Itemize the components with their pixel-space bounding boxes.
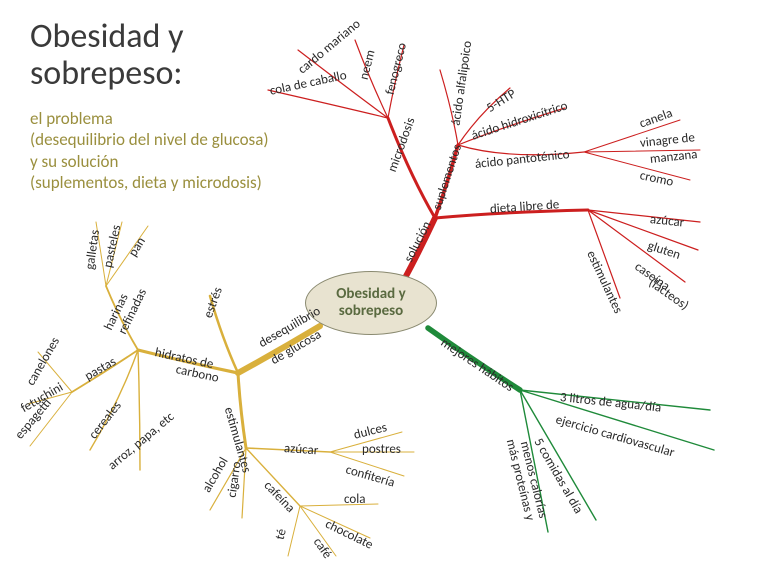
title-main: Obesidad y sobrepeso: <box>30 18 183 93</box>
title-line1: Obesidad y <box>30 16 183 57</box>
center-line2: sobrepeso <box>339 302 403 320</box>
sub-line1: el problema <box>30 108 113 129</box>
sub-line3: y su solución <box>30 151 118 172</box>
title-sub: el problema (desequilibrio del nivel de … <box>30 108 269 193</box>
branch-label-cola: cola <box>344 492 365 507</box>
branch-label-azúcar: azúcar <box>283 441 318 458</box>
sub-line4: (suplementos, dieta y microdosis) <box>30 172 262 193</box>
sub-line2: (desequilibrio del nivel de glucosa) <box>30 129 269 150</box>
center-line1: Obesidad y <box>336 285 405 303</box>
title-line2: sobrepeso: <box>30 53 183 94</box>
branch-cola <box>300 504 378 506</box>
branch-label-postres: postres <box>362 442 401 457</box>
center-node: Obesidad y sobrepeso <box>305 271 437 335</box>
